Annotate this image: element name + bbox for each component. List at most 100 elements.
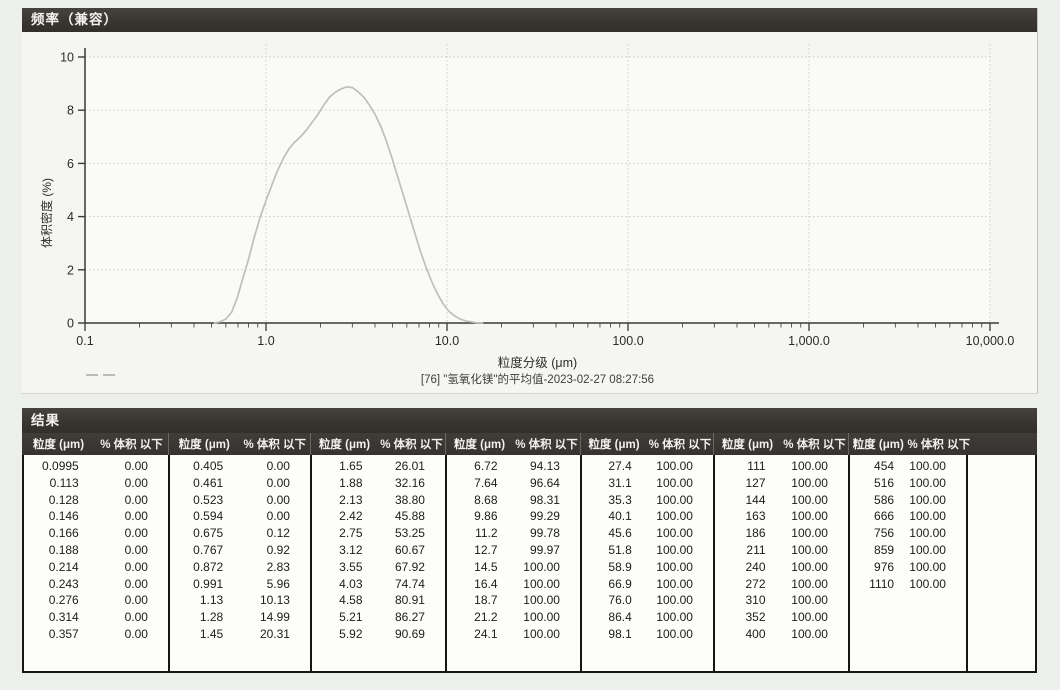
table-row: 111 100.00 bbox=[715, 458, 848, 475]
column-group: 6.72 94.13 7.64 96.64 8.68 98.31 9.86 99.29 11.2… bbox=[447, 455, 582, 671]
volume-under-value: 0.00 bbox=[124, 542, 148, 557]
particle-size-value: 4.03 bbox=[339, 576, 363, 591]
table-row: 7.64 96.64 bbox=[447, 475, 580, 492]
volume-under-value: 100.00 bbox=[656, 542, 693, 557]
particle-size-value: 98.1 bbox=[608, 626, 632, 641]
volume-under-value: 100.00 bbox=[909, 576, 946, 591]
particle-size-value: 18.7 bbox=[474, 593, 498, 608]
table-row: 976 100.00 bbox=[850, 559, 966, 576]
table-row: 516 100.00 bbox=[850, 475, 966, 492]
volume-under-value: 100.00 bbox=[656, 576, 693, 591]
particle-size-value: 272 bbox=[745, 576, 766, 591]
table-row: 0.243 0.00 bbox=[24, 576, 168, 593]
particle-size-value: 2.13 bbox=[339, 492, 363, 507]
size-column-header: 粒度 (μm) bbox=[453, 439, 506, 451]
volume-under-column-header: % 体积 以下 bbox=[907, 439, 971, 451]
table-row: 66.9 100.00 bbox=[582, 576, 713, 593]
volume-under-value: 0.00 bbox=[124, 593, 148, 608]
table-row: 2.75 53.25 bbox=[312, 525, 445, 542]
volume-under-value: 100.00 bbox=[523, 626, 560, 641]
volume-under-value: 98.31 bbox=[529, 492, 560, 507]
volume-under-value: 100.00 bbox=[656, 610, 693, 625]
particle-size-value: 756 bbox=[874, 526, 895, 541]
particle-size-value: 0.314 bbox=[48, 610, 79, 625]
table-row: 18.7 100.00 bbox=[447, 592, 580, 609]
frequency-curve bbox=[213, 85, 484, 324]
table-row: 51.8 100.00 bbox=[582, 542, 713, 559]
volume-under-value: 0.00 bbox=[124, 509, 148, 524]
particle-size-value: 352 bbox=[745, 610, 766, 625]
volume-under-value: 67.92 bbox=[394, 559, 425, 574]
table-row: 1.28 14.99 bbox=[170, 609, 310, 626]
volume-under-value: 99.29 bbox=[529, 509, 560, 524]
results-panel-header: 结果 bbox=[22, 408, 1037, 433]
volume-under-value: 100.00 bbox=[656, 593, 693, 608]
column-group: 1.65 26.01 1.88 32.16 2.13 38.80 2.42 45.88 2.75… bbox=[312, 455, 447, 671]
volume-under-value: 0.00 bbox=[124, 459, 148, 473]
results-panel-title: 结果 bbox=[31, 413, 60, 428]
volume-under-value: 100.00 bbox=[791, 559, 828, 574]
volume-under-value: 0.00 bbox=[266, 492, 290, 507]
volume-under-value: 32.16 bbox=[394, 475, 425, 490]
particle-size-value: 0.188 bbox=[48, 542, 79, 557]
particle-size-value: 1.28 bbox=[199, 610, 224, 625]
particle-size-value: 76.0 bbox=[608, 593, 632, 608]
particle-size-value: 976 bbox=[874, 559, 895, 574]
table-row: 240 100.00 bbox=[715, 559, 848, 576]
column-group: 0.405 0.00 0.461 0.00 0.523 0.00 0.594 0.00 0.67… bbox=[170, 455, 312, 671]
column-group-header: 粒度 (μm) % 体积 以下 bbox=[22, 433, 168, 455]
table-row: 0.461 0.00 bbox=[170, 475, 310, 492]
table-row: 58.9 100.00 bbox=[582, 559, 713, 576]
particle-size-value: 0.523 bbox=[193, 492, 224, 507]
particle-size-value: 1.13 bbox=[199, 593, 224, 608]
volume-under-column-header: % 体积 以下 bbox=[100, 439, 163, 451]
table-filler bbox=[968, 455, 1035, 671]
volume-under-value: 100.00 bbox=[909, 559, 946, 574]
volume-under-value: 100.00 bbox=[791, 610, 828, 625]
volume-under-value: 100.00 bbox=[791, 459, 828, 473]
particle-size-value: 240 bbox=[745, 559, 766, 574]
particle-size-value: 66.9 bbox=[608, 576, 632, 591]
particle-size-value: 111 bbox=[747, 459, 766, 473]
column-group-header: 粒度 (μm) % 体积 以下 bbox=[713, 433, 848, 455]
legend-line-icon bbox=[86, 374, 120, 376]
table-row: 24.1 100.00 bbox=[447, 626, 580, 643]
particle-size-value: 0.594 bbox=[193, 509, 224, 524]
particle-size-value: 86.4 bbox=[608, 610, 632, 625]
particle-size-value: 186 bbox=[745, 526, 766, 541]
volume-under-value: 100.00 bbox=[656, 559, 693, 574]
particle-size-value: 40.1 bbox=[608, 509, 632, 524]
column-group: 111 100.00 127 100.00 144 100.00 163 100.00 186 1… bbox=[715, 455, 850, 671]
table-row: 586 100.00 bbox=[850, 492, 966, 509]
volume-under-column-header: % 体积 以下 bbox=[243, 439, 307, 451]
particle-size-value: 0.214 bbox=[48, 559, 79, 574]
volume-under-value: 100.00 bbox=[909, 526, 946, 541]
particle-size-value: 5.21 bbox=[339, 610, 363, 625]
volume-under-value: 14.99 bbox=[259, 610, 290, 625]
column-group-header: 粒度 (μm) % 体积 以下 bbox=[445, 433, 580, 455]
particle-size-value: 0.146 bbox=[48, 509, 79, 524]
volume-under-value: 0.92 bbox=[266, 542, 290, 557]
table-row: 2.42 45.88 bbox=[312, 508, 445, 525]
results-panel: 结果 粒度 (μm)% 体积 以下 粒度 (μm)% 体积 以下 粒度 (μm)% … bbox=[22, 408, 1037, 673]
volume-under-value: 100.00 bbox=[909, 509, 946, 524]
particle-size-value: 1110 bbox=[869, 576, 895, 591]
particle-size-value: 11.2 bbox=[475, 526, 498, 541]
x-tick-label: 0.1 bbox=[76, 334, 93, 348]
table-row: 0.872 2.83 bbox=[170, 559, 310, 576]
size-column-header: 粒度 (μm) bbox=[32, 439, 85, 451]
results-table: 0.0995 0.00 0.113 0.00 0.128 0.00 0.146 0.00 0.1… bbox=[22, 455, 1037, 673]
y-tick-label: 0 bbox=[67, 317, 74, 331]
volume-under-value: 86.27 bbox=[394, 610, 425, 625]
volume-under-column-header: % 体积 以下 bbox=[783, 439, 846, 451]
table-row: 0.188 0.00 bbox=[24, 542, 168, 559]
y-tick-label: 10 bbox=[60, 51, 74, 65]
size-column-header: 粒度 (μm) bbox=[852, 439, 904, 451]
table-row: 0.0995 0.00 bbox=[24, 458, 168, 475]
table-row: 144 100.00 bbox=[715, 492, 848, 509]
results-column-headers: 粒度 (μm)% 体积 以下 粒度 (μm)% 体积 以下 粒度 (μm)% 体积 … bbox=[22, 433, 1037, 455]
x-tick-label: 100.0 bbox=[612, 334, 643, 348]
frequency-chart-svg: 0 2 4 6 8 10 0.1 1.0 10.0 100.0 1,000.0 10,000.0 bbox=[60, 44, 1014, 348]
volume-under-value: 100.00 bbox=[791, 593, 828, 608]
particle-size-value: 0.243 bbox=[48, 576, 79, 591]
